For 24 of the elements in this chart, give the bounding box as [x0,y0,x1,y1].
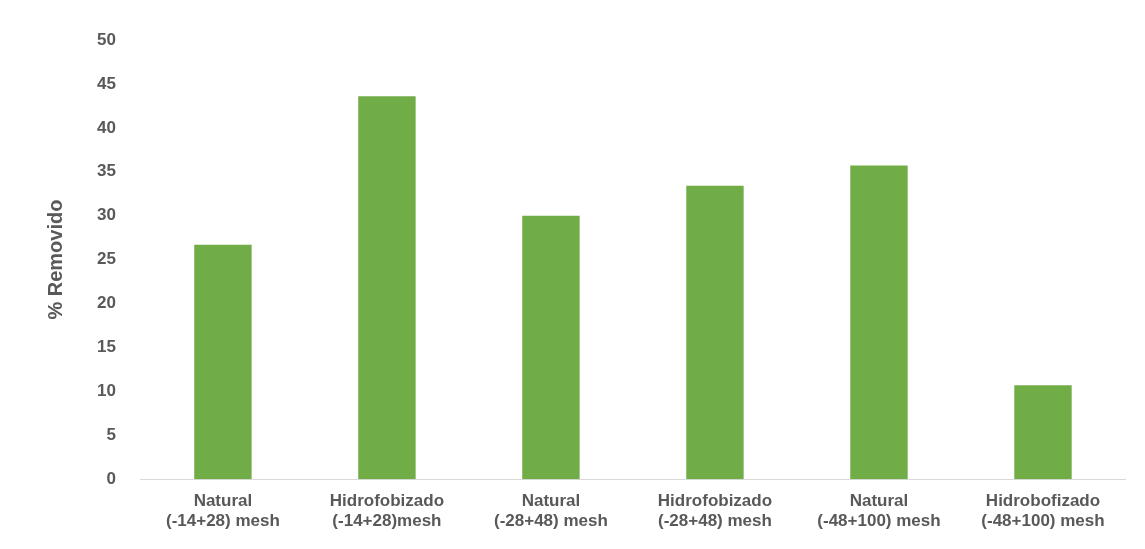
y-tick-label: 45 [96,73,116,93]
y-tick-label: 20 [96,293,116,313]
y-axis-title: % Removido [43,199,66,320]
y-tick-label: 35 [96,161,116,181]
x-tick-label: Hidrobofizado (-48+100) mesh [981,491,1105,531]
x-tick-label: Natural (-14+28) mesh [165,491,280,531]
y-tick-label: 10 [96,381,116,401]
bar [522,215,580,480]
x-tick-label: Hidrofobizado (-14+28)mesh [329,491,445,531]
y-tick-label: 15 [96,337,116,357]
bar [686,185,744,480]
bar [1014,385,1072,480]
bar [850,165,908,480]
x-tick-label: Hidrofobizado (-28+48) mesh [657,491,773,531]
y-tick-label: 40 [96,117,116,137]
x-tick-label: Natural (-48+100) mesh [817,491,941,531]
y-tick-label: 25 [96,249,116,269]
bar [358,96,416,480]
y-tick-label: 30 [96,205,116,225]
y-tick-label: 0 [106,468,116,488]
x-tick-label: Natural (-28+48) mesh [494,491,608,531]
y-tick-label: 50 [96,29,116,49]
bar [194,244,252,480]
y-tick-label: 5 [106,424,116,444]
